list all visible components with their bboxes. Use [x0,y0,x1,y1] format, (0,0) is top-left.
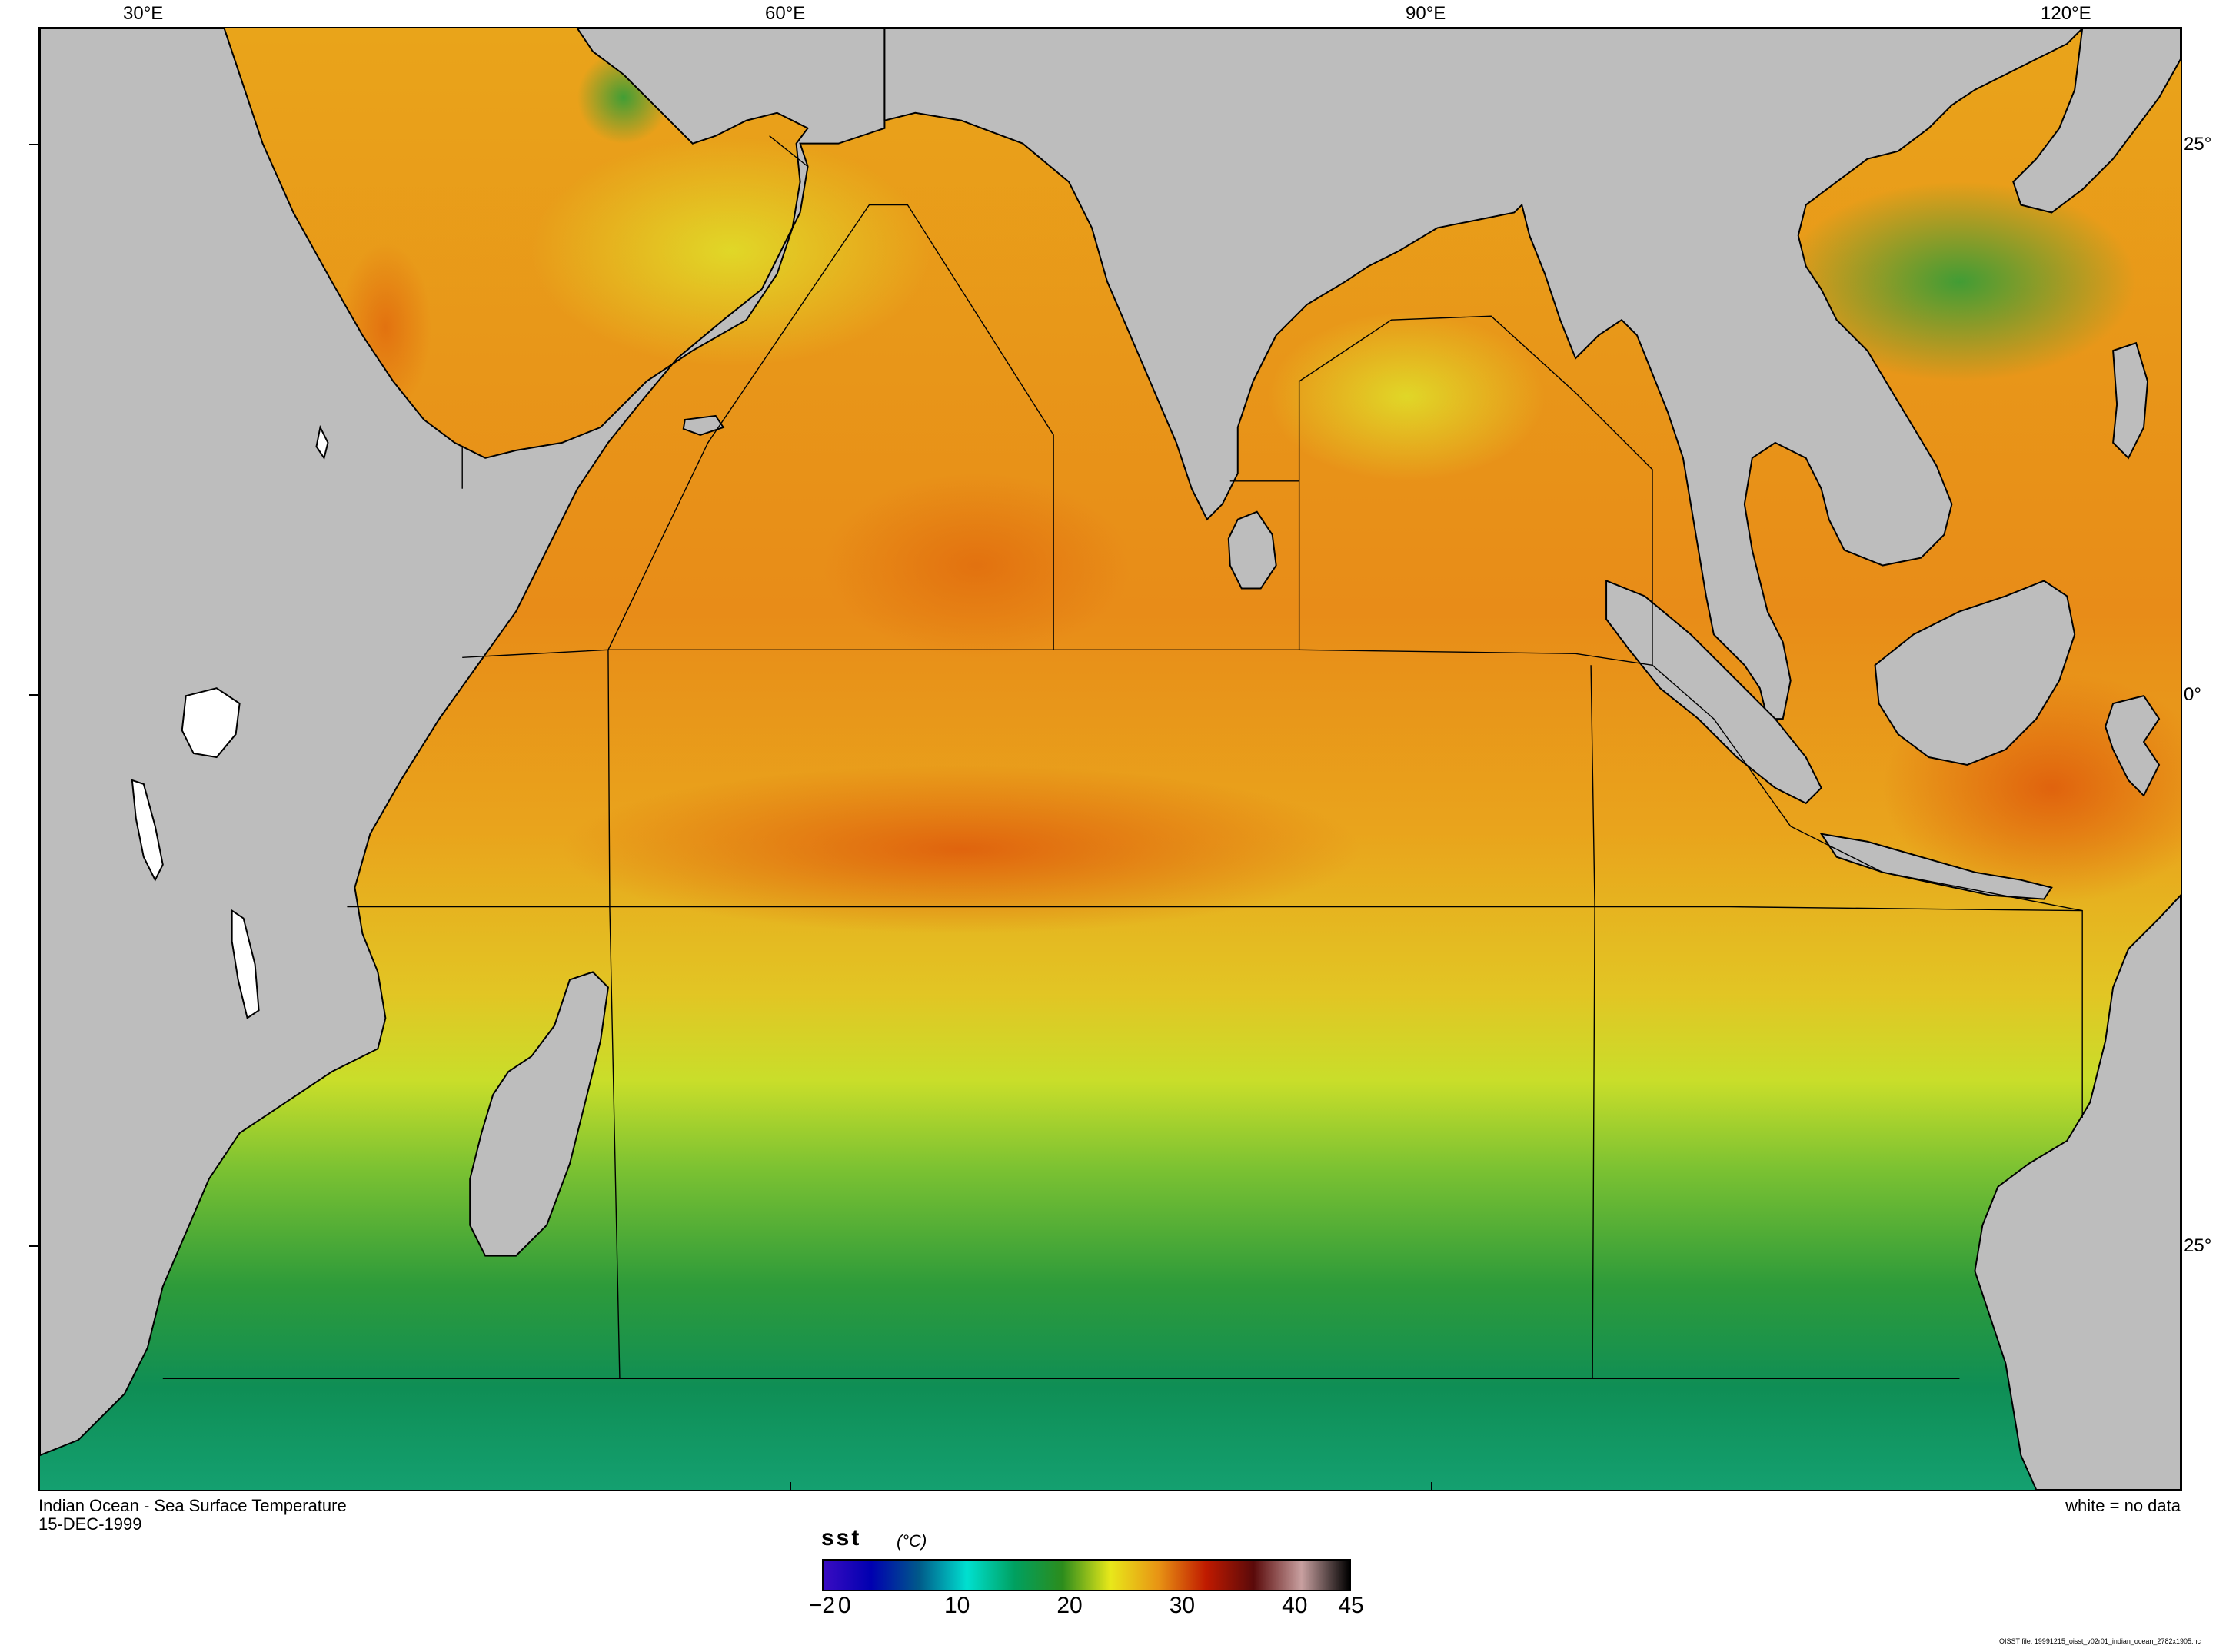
colorbar-variable: sst [821,1525,862,1551]
lon-label-120e: 120°E [2041,3,2091,24]
tick-left-0 [29,694,38,696]
boundary-equatorial [607,649,1653,666]
lon-label-30e: 30°E [123,3,164,24]
yellow-patch-bay [1268,312,1546,481]
nodata-note: white = no data [2065,1496,2181,1515]
boundary-gulf [769,135,809,168]
lat-label-25s: 25° [2184,1235,2212,1256]
land [40,28,2181,1490]
yellow-patch-arabian-n [531,135,931,367]
nodata-areas [131,424,329,1019]
nodata-lake-tanganyika [131,779,164,882]
boundary-west-vert [607,650,621,1379]
boundary-east-edge [1652,664,2083,1119]
map-title: Indian Ocean - Sea Surface Temperature [38,1496,347,1515]
warm-patch-arabian [823,473,1130,658]
land-borneo [1874,580,2076,766]
colorbar-tick-label: 40 [1282,1593,1308,1618]
colorbar-tick-label: 20 [1056,1593,1083,1618]
map-date: 15-DEC-1999 [38,1514,142,1534]
lon-label-90e: 90°E [1406,3,1446,24]
lat-label-0: 0° [2184,684,2201,705]
land-java [1819,833,2053,900]
tick-bottom-60e [790,1482,791,1491]
boundary-bay-of-bengal [1298,315,1653,666]
colorbar [822,1559,1351,1591]
land-india [883,28,2084,720]
warm-patch-equatorial [562,764,1361,934]
nodata-caspian [315,424,329,460]
region-boundaries [162,135,2083,1380]
green-patch-scs [1782,181,2137,382]
tick-bottom-90e [1431,1482,1432,1491]
tick-left-25n [29,144,38,145]
colorbar-tick-label: 45 [1338,1593,1364,1618]
colorbar-tick-label: −2 [808,1593,836,1618]
sst-map [40,28,2181,1490]
land-madagascar [469,971,609,1257]
land-srilanka [1227,510,1277,590]
land-africa-arabia [40,28,886,1457]
lat-label-25n: 25° [2184,134,2212,155]
land-sulawesi [2105,695,2161,797]
boundary-eq-south [347,906,2083,912]
file-label: OISST file: 19991215_oisst_v02r01_indian… [1998,1637,2201,1645]
map-frame [38,27,2182,1491]
land-socotra [682,414,725,436]
boundary-east-vert [1590,665,1595,1379]
land-australia [1974,894,2181,1490]
nodata-lake-malawi [231,909,260,1019]
tick-left-25s [29,1245,38,1247]
colorbar-tick-label: 30 [1169,1593,1196,1618]
land-sumatra [1605,580,1822,805]
land-china [2012,28,2181,214]
colorbar-tick-label: 0 [837,1593,851,1618]
colorbar-tick-label: 10 [943,1593,970,1618]
land-philippines [2112,341,2149,460]
lon-label-60e: 60°E [765,3,806,24]
nodata-lake-victoria [181,687,241,759]
colorbar-units: (°C) [897,1531,927,1551]
